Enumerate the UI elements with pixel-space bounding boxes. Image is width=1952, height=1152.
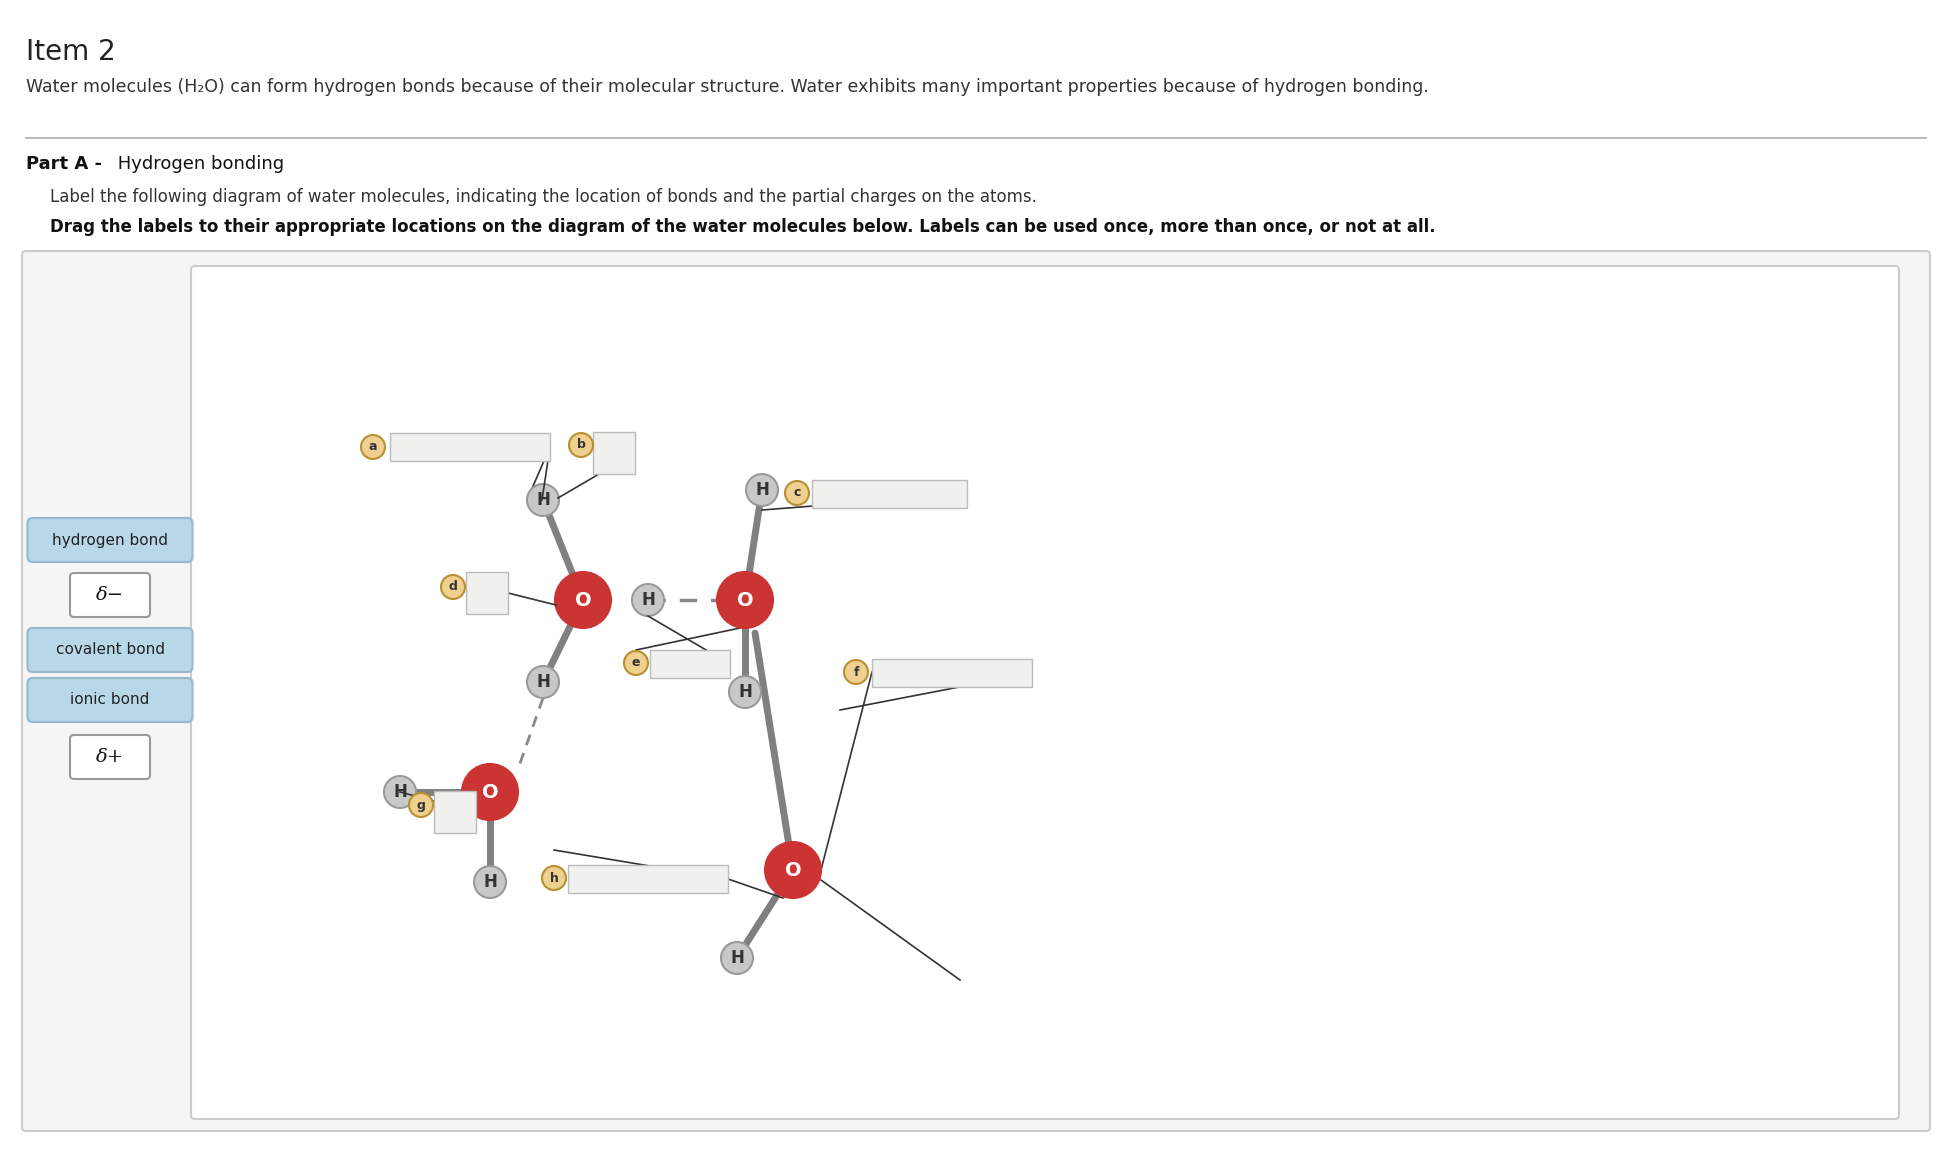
Circle shape (746, 473, 779, 506)
FancyBboxPatch shape (27, 628, 193, 672)
Text: O: O (574, 591, 591, 609)
FancyBboxPatch shape (568, 865, 728, 893)
Text: δ−: δ− (96, 586, 125, 604)
Circle shape (632, 584, 664, 616)
Text: Part A -: Part A - (25, 156, 102, 173)
FancyBboxPatch shape (467, 573, 508, 614)
Circle shape (385, 776, 416, 808)
Circle shape (463, 764, 517, 820)
Circle shape (361, 435, 385, 458)
Text: d: d (449, 581, 457, 593)
FancyBboxPatch shape (21, 251, 1931, 1131)
Circle shape (441, 575, 465, 599)
FancyBboxPatch shape (390, 433, 550, 461)
Circle shape (720, 942, 753, 973)
Circle shape (527, 666, 558, 698)
Text: h: h (550, 872, 558, 885)
Text: H: H (537, 491, 550, 509)
FancyBboxPatch shape (593, 432, 634, 473)
Text: hydrogen bond: hydrogen bond (53, 532, 168, 547)
Text: Drag the labels to their appropriate locations on the diagram of the water molec: Drag the labels to their appropriate loc… (51, 218, 1435, 236)
FancyBboxPatch shape (27, 679, 193, 722)
Circle shape (716, 573, 773, 628)
FancyBboxPatch shape (433, 791, 476, 833)
Text: b: b (576, 439, 586, 452)
Text: H: H (730, 949, 744, 967)
Circle shape (474, 866, 506, 899)
Text: Label the following diagram of water molecules, indicating the location of bonds: Label the following diagram of water mol… (51, 188, 1037, 206)
FancyBboxPatch shape (650, 650, 730, 679)
Circle shape (765, 842, 822, 899)
Text: H: H (482, 873, 498, 890)
Circle shape (625, 651, 648, 675)
Text: O: O (785, 861, 802, 879)
Text: H: H (392, 783, 406, 801)
Circle shape (410, 793, 433, 817)
FancyBboxPatch shape (873, 659, 1033, 687)
Text: H: H (755, 482, 769, 499)
FancyBboxPatch shape (812, 480, 966, 508)
Circle shape (543, 866, 566, 890)
FancyBboxPatch shape (191, 266, 1899, 1119)
FancyBboxPatch shape (70, 735, 150, 779)
Text: Item 2: Item 2 (25, 38, 115, 66)
Text: a: a (369, 440, 377, 454)
FancyBboxPatch shape (27, 518, 193, 562)
Text: H: H (640, 591, 656, 609)
Circle shape (554, 573, 611, 628)
Circle shape (527, 484, 558, 516)
FancyBboxPatch shape (70, 573, 150, 617)
Circle shape (568, 433, 593, 457)
Text: H: H (537, 673, 550, 691)
Text: e: e (632, 657, 640, 669)
Text: Hydrogen bonding: Hydrogen bonding (111, 156, 285, 173)
Circle shape (785, 482, 808, 505)
Text: f: f (853, 666, 859, 679)
Circle shape (728, 676, 761, 708)
Text: O: O (736, 591, 753, 609)
Text: c: c (793, 486, 800, 500)
Text: Water molecules (H₂O) can form hydrogen bonds because of their molecular structu: Water molecules (H₂O) can form hydrogen … (25, 78, 1429, 96)
Text: g: g (416, 798, 426, 811)
Text: ionic bond: ionic bond (70, 692, 150, 707)
Text: δ+: δ+ (96, 748, 125, 766)
Text: H: H (738, 683, 752, 702)
Text: covalent bond: covalent bond (55, 643, 164, 658)
Circle shape (843, 660, 869, 684)
Text: O: O (482, 782, 498, 802)
